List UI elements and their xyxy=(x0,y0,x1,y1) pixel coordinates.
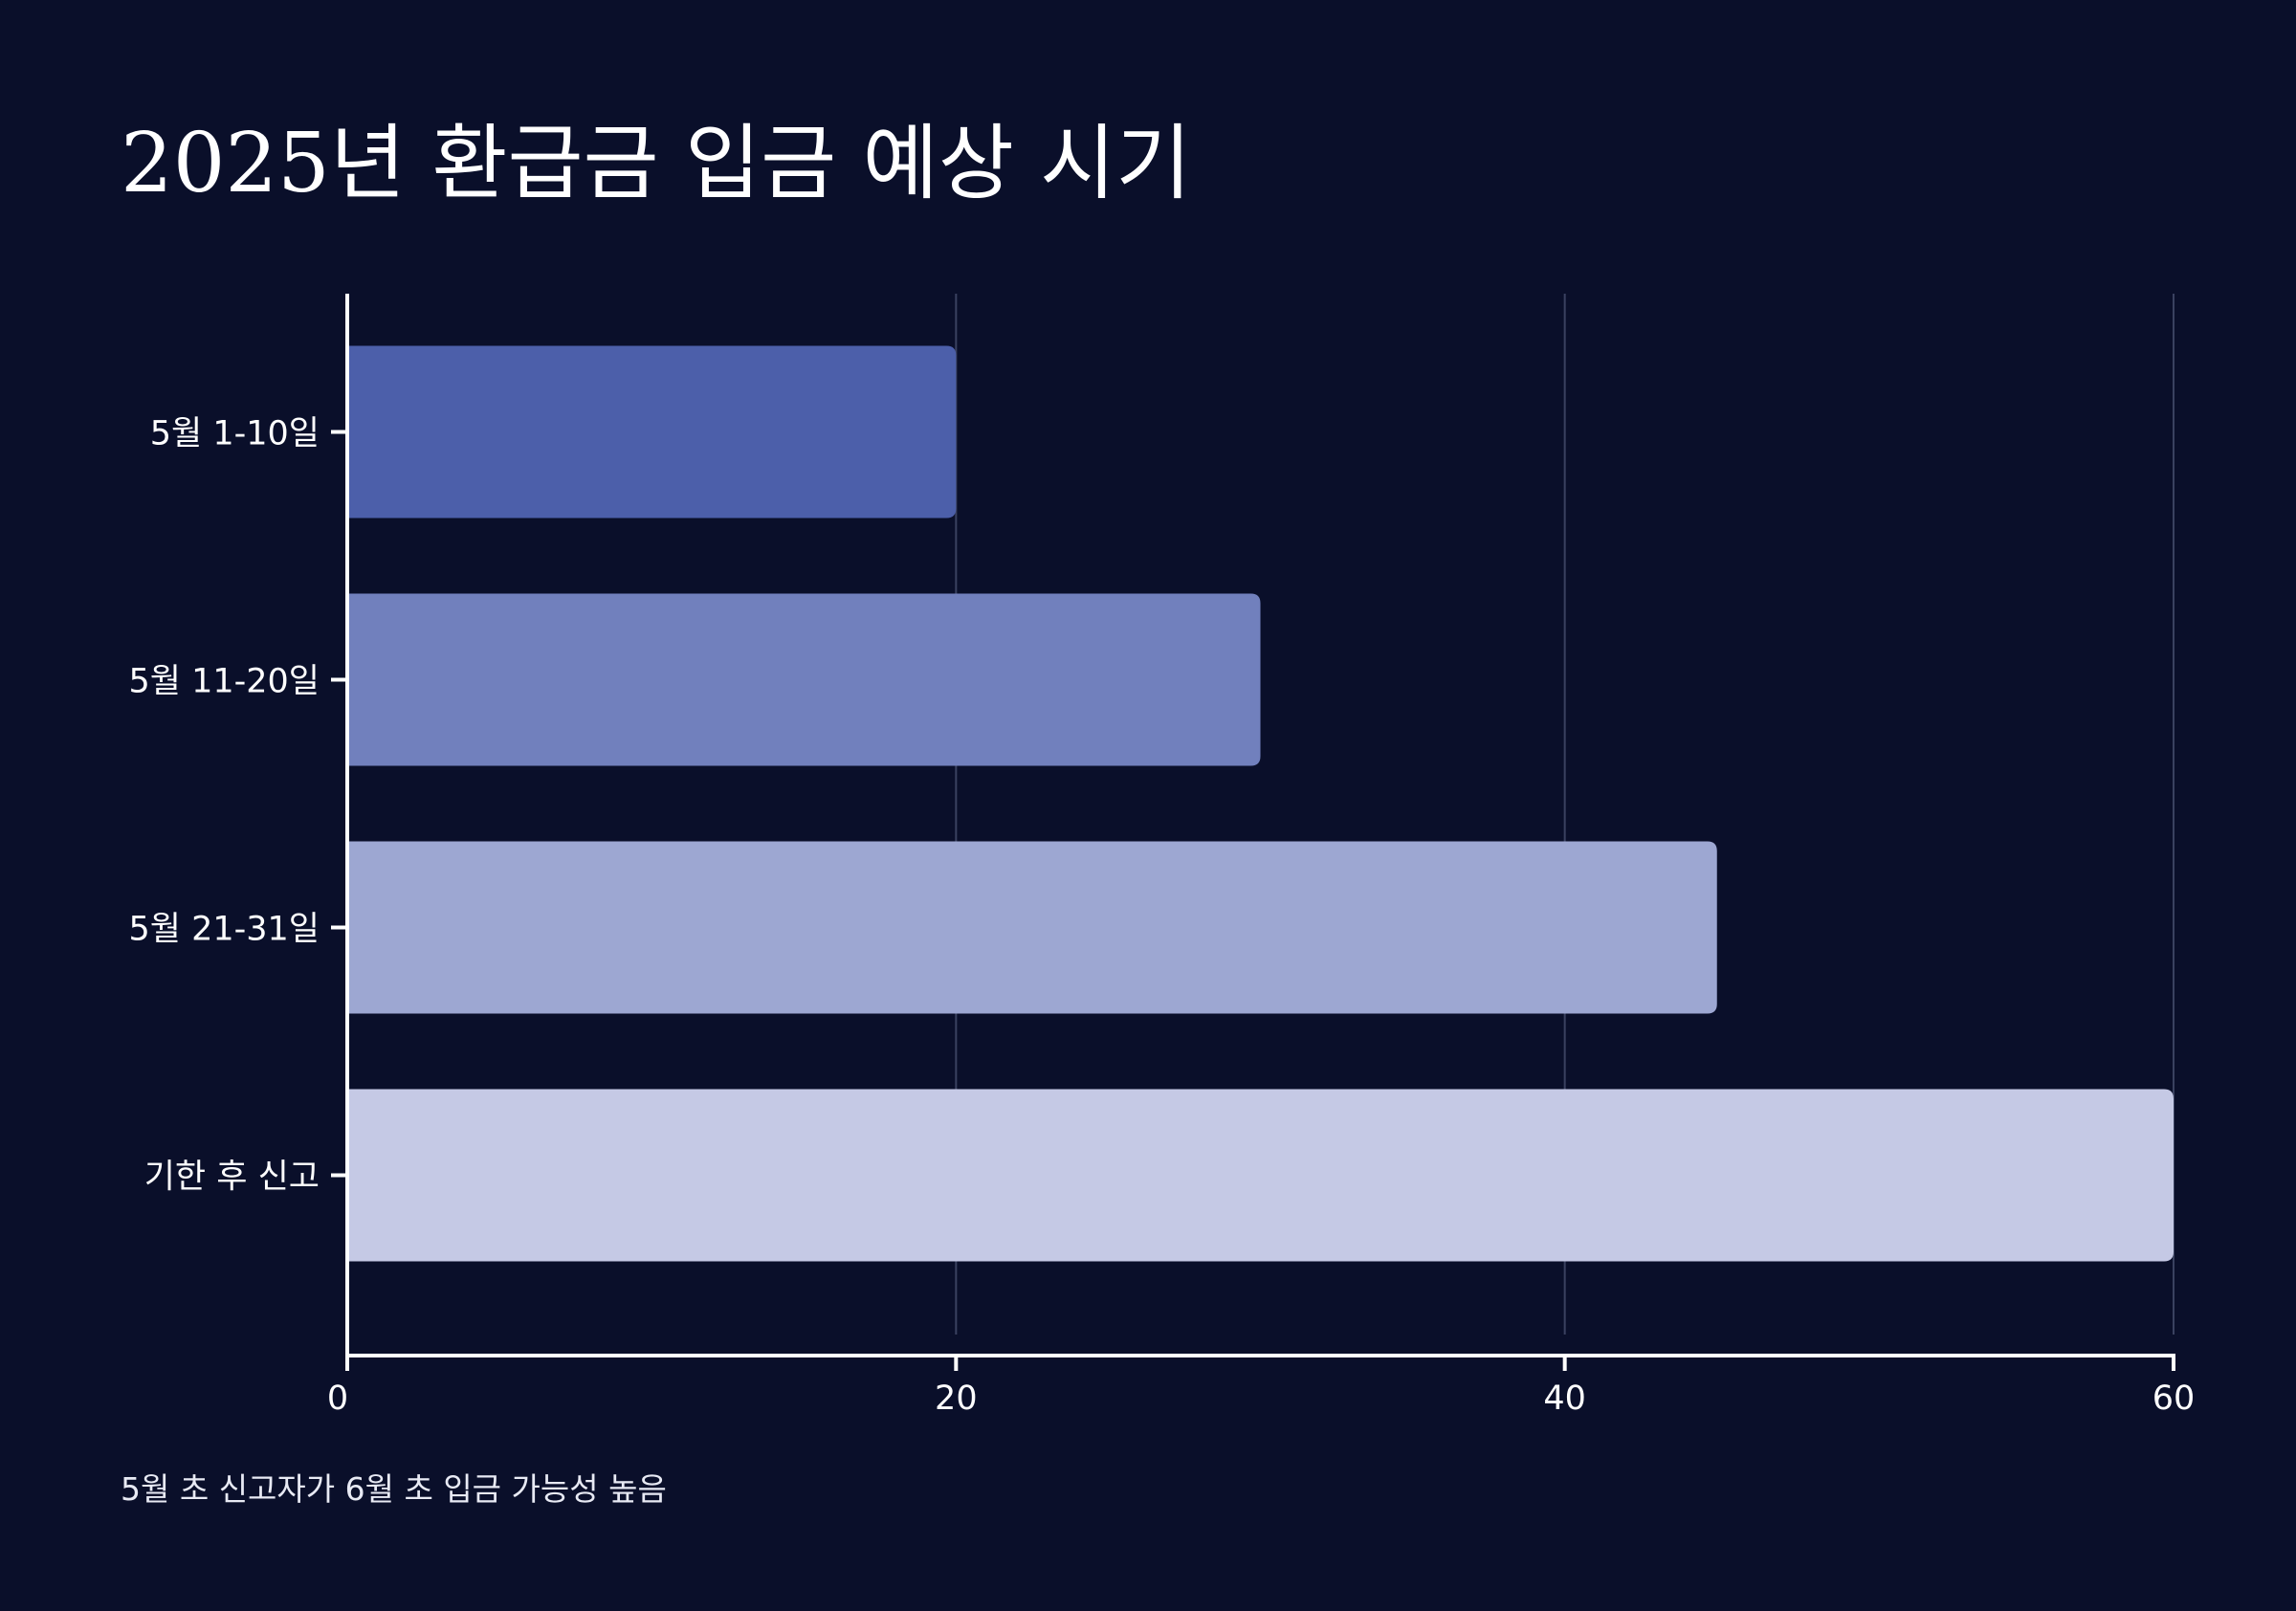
x-tick-label: 40 xyxy=(1543,1379,1586,1418)
y-tick-label: 5월 11-20일 xyxy=(129,663,320,701)
bar xyxy=(347,1089,2174,1262)
bar xyxy=(347,345,957,519)
chart-title: 2025년 환급금 입금 예상 시기 xyxy=(121,116,1192,211)
y-tick-label: 5월 21-31일 xyxy=(129,911,320,949)
x-tick-label: 0 xyxy=(327,1379,348,1418)
y-tick-label: 5월 1-10일 xyxy=(150,415,320,453)
x-tick-label: 60 xyxy=(2152,1379,2196,1418)
chart-footnote: 5월 초 신고자가 6월 초 입금 가능성 높음 xyxy=(121,1470,667,1508)
y-tick-label: 기한 후 신고 xyxy=(144,1159,320,1197)
x-tick-label: 20 xyxy=(935,1379,978,1418)
bar xyxy=(347,841,1717,1014)
bar xyxy=(347,593,1261,766)
